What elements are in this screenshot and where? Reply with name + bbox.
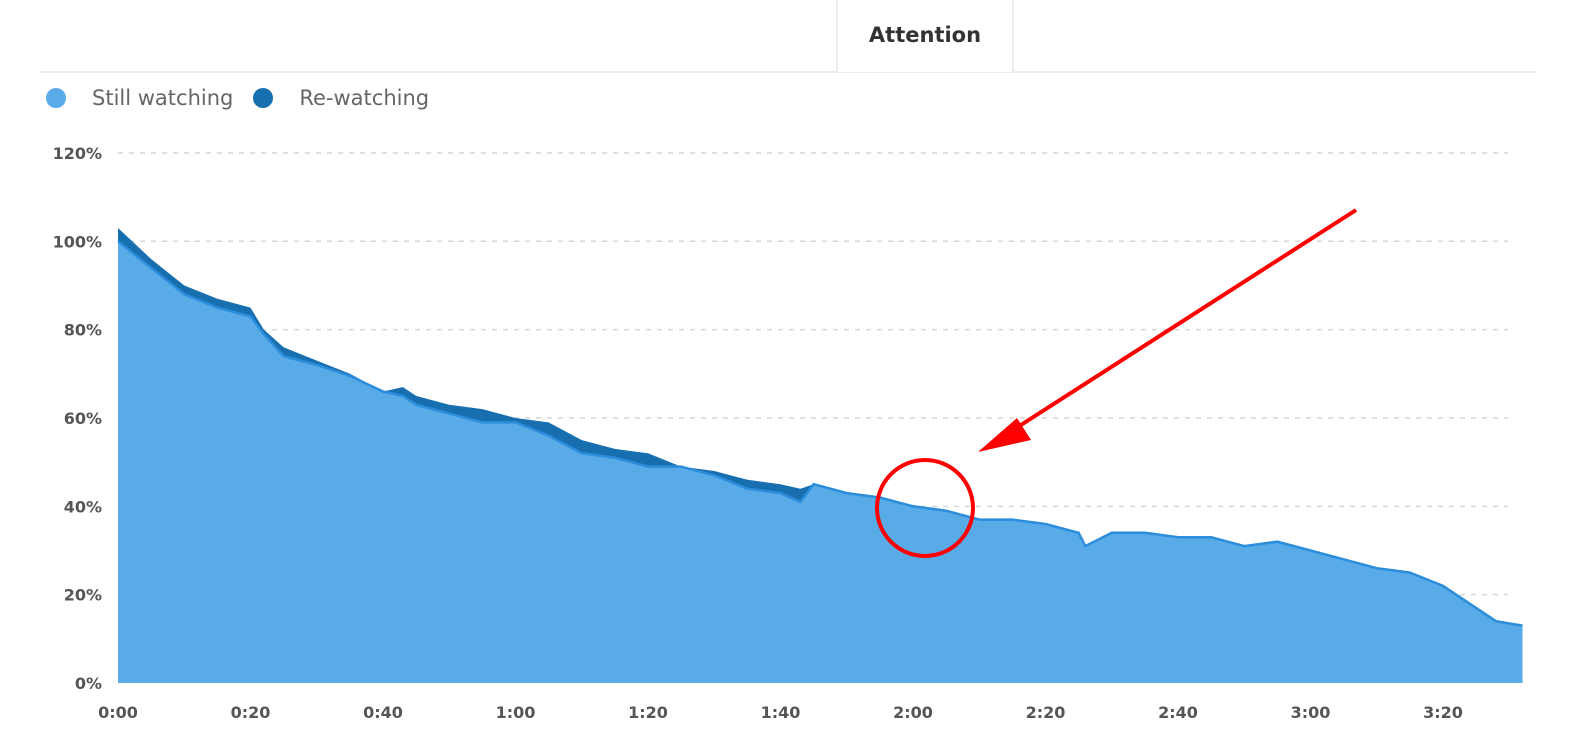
y-tick-label: 0%: [75, 674, 102, 693]
y-tick-label: 40%: [64, 497, 102, 516]
y-tick-label: 80%: [64, 321, 102, 340]
annotation-arrow-head-icon: [978, 418, 1031, 452]
x-tick-label: 3:20: [1423, 703, 1463, 722]
chart-legend: Still watching Re-watching: [46, 86, 449, 110]
tab-bar-divider: [40, 71, 1537, 73]
x-tick-label: 1:40: [761, 703, 801, 722]
y-tick-label: 60%: [64, 409, 102, 428]
still-watching-area: [118, 241, 1523, 684]
x-tick-label: 3:00: [1291, 703, 1331, 722]
y-tick-label: 100%: [53, 232, 102, 251]
x-tick-label: 0:20: [231, 703, 271, 722]
x-tick-label: 2:00: [893, 703, 933, 722]
annotation-circle: [875, 458, 975, 558]
x-tick-label: 1:20: [628, 703, 668, 722]
tab-attention[interactable]: Attention: [836, 0, 1014, 72]
x-tick-label: 1:00: [496, 703, 536, 722]
legend-label: Re-watching: [299, 86, 430, 110]
legend-item-still-watching[interactable]: Still watching: [46, 86, 233, 110]
legend-dot-icon: [46, 88, 66, 108]
legend-label: Still watching: [92, 86, 234, 110]
annotation-arrow-shaft: [1008, 208, 1358, 434]
x-tick-label: 2:20: [1026, 703, 1066, 722]
legend-dot-icon: [253, 88, 274, 108]
y-tick-label: 20%: [64, 586, 102, 605]
legend-item-re-watching[interactable]: Re-watching: [253, 86, 429, 110]
x-tick-label: 0:40: [363, 703, 403, 722]
y-tick-label: 120%: [53, 144, 102, 163]
x-tick-label: 0:00: [98, 703, 138, 722]
x-tick-label: 2:40: [1158, 703, 1198, 722]
still-watching-line: [117, 240, 1523, 627]
